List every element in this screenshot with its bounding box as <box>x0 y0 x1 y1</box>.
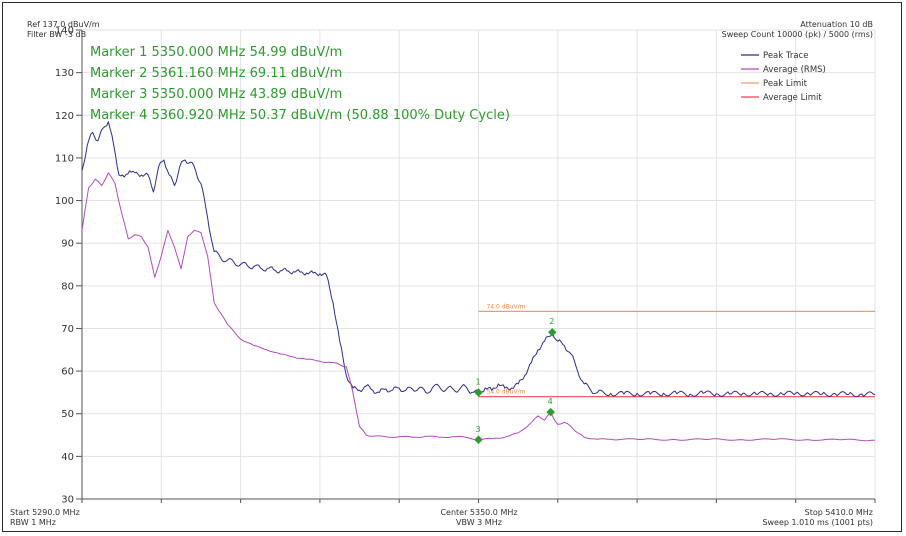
y-axis: 30 40 50 60 70 80 90 100 110 120 130 140 <box>55 26 876 506</box>
ref-level-label: Ref 137.0 dBuV/m <box>27 20 100 29</box>
marker-3-readout: Marker 3 5350.000 MHz 43.89 dBuV/m <box>90 87 342 102</box>
start-frequency-label: Start 5290.0 MHz <box>10 508 80 517</box>
center-frequency-label: Center 5350.0 MHz <box>440 508 517 517</box>
markers: 1 2 3 4 <box>474 317 557 445</box>
y-tick-label: 50 <box>61 409 74 420</box>
marker-4-label: 4 <box>548 397 553 406</box>
legend-average-rms: Average (RMS) <box>763 65 826 75</box>
average-limit-label: 54.0 dBuV/m <box>487 389 526 396</box>
y-tick-label: 80 <box>61 281 74 292</box>
y-tick-label: 70 <box>61 324 74 335</box>
y-tick-label: 30 <box>61 495 74 506</box>
y-tick-label: 110 <box>55 153 74 164</box>
y-tick-label: 130 <box>55 68 74 79</box>
marker-3-label: 3 <box>476 425 481 434</box>
marker-1-readout: Marker 1 5350.000 MHz 54.99 dBuV/m <box>90 45 342 60</box>
y-tick-label: 100 <box>55 196 74 207</box>
rbw-label: RBW 1 MHz <box>10 518 56 527</box>
spectrum-chart: 30 40 50 60 70 80 90 100 110 120 130 140 74.0 dBuV/… <box>10 20 876 527</box>
filter-bw-label: Filter BW -3 dB <box>27 30 86 39</box>
legend-average-limit: Average Limit <box>763 93 822 103</box>
legend: Peak Trace Average (RMS) Peak Limit Aver… <box>741 51 826 103</box>
y-tick-label: 120 <box>55 111 74 122</box>
marker-3-point <box>474 435 483 445</box>
marker-2-readout: Marker 2 5361.160 MHz 69.11 dBuV/m <box>90 66 342 81</box>
peak-limit-label: 74.0 dBuV/m <box>487 303 526 310</box>
vbw-label: VBW 3 MHz <box>456 518 502 527</box>
marker-4-point <box>546 407 555 417</box>
y-tick-label: 40 <box>61 452 74 463</box>
sweep-time-label: Sweep 1.010 ms (1001 pts) <box>762 518 873 527</box>
marker-2-point <box>548 328 557 337</box>
marker-4-readout: Marker 4 5360.920 MHz 50.37 dBuV/m (50.8… <box>90 108 510 123</box>
marker-2-label: 2 <box>549 317 554 326</box>
marker-1-label: 1 <box>476 377 481 386</box>
attenuation-label: Attenuation 10 dB <box>800 20 873 29</box>
legend-peak-trace: Peak Trace <box>763 51 808 61</box>
marker-1-point <box>474 388 483 397</box>
y-tick-label: 90 <box>61 239 74 250</box>
legend-peak-limit: Peak Limit <box>763 79 808 89</box>
stop-frequency-label: Stop 5410.0 MHz <box>805 508 873 517</box>
limit-lines: 74.0 dBuV/m 54.0 dBuV/m <box>478 303 875 398</box>
sweep-count-label: Sweep Count 10000 (pk) / 5000 (rms) <box>722 30 873 39</box>
y-tick-label: 60 <box>61 367 74 378</box>
y-tick-label: 140 <box>55 26 74 37</box>
